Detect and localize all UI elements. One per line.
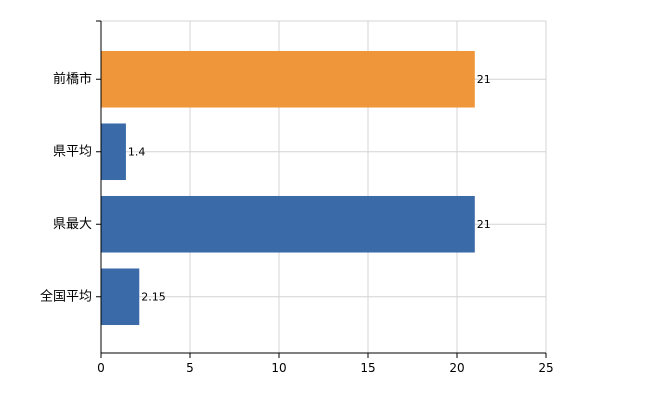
axes — [96, 20, 547, 358]
bar — [101, 123, 126, 181]
labels: 前橋市 21 県平均 1.4 県最大 21 全国平均 2.15 0 5 10 15 20 25 — [40, 71, 554, 375]
bar — [101, 195, 475, 253]
x-tick-label: 15 — [360, 361, 375, 375]
data-label: 21 — [477, 73, 491, 86]
x-tick-label: 20 — [449, 361, 464, 375]
category-label: 前橋市 — [53, 71, 92, 87]
bar — [101, 268, 140, 326]
bar — [101, 50, 475, 108]
data-label: 1.4 — [128, 145, 146, 158]
data-label: 2.15 — [141, 290, 166, 303]
x-tick-label: 5 — [186, 361, 194, 375]
x-tick-label: 10 — [271, 361, 286, 375]
category-label: 県最大 — [53, 217, 92, 232]
data-label: 21 — [477, 218, 491, 231]
bars — [101, 50, 475, 326]
category-label: 全国平均 — [40, 288, 92, 304]
x-tick-label: 0 — [97, 361, 105, 375]
x-tick-label: 25 — [538, 361, 553, 375]
category-label: 県平均 — [53, 144, 92, 159]
